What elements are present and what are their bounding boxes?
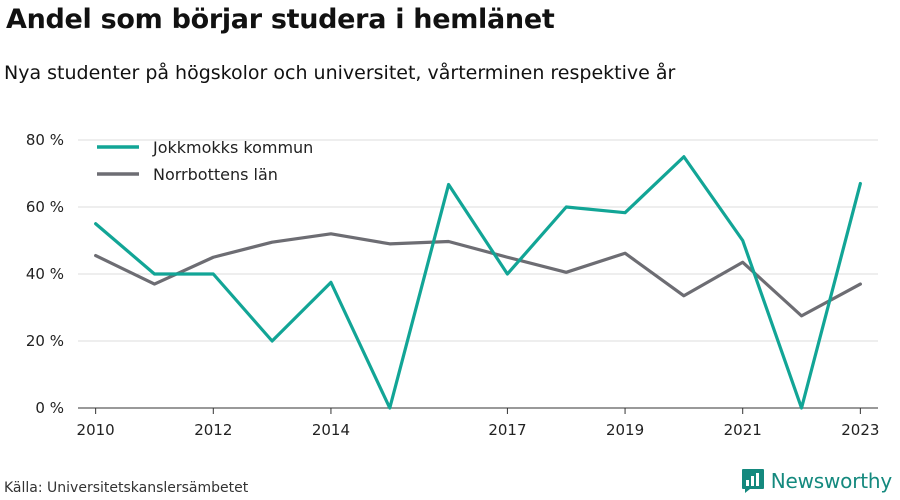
x-tick-label: 2023 (841, 421, 879, 439)
x-tick-label: 2014 (312, 421, 350, 439)
source-note: Källa: Universitetskanslersämbetet (4, 480, 249, 496)
x-tick-label: 2012 (194, 421, 232, 439)
y-tick-label: 20 % (26, 332, 64, 350)
brand-logo: Newsworthy (741, 468, 892, 494)
x-tick-label: 2010 (77, 421, 115, 439)
chart-title: Andel som börjar studera i hemlänet (6, 4, 555, 35)
y-tick-label: 40 % (26, 265, 64, 283)
x-axis: 2010 2012 2014 2017 2019 2021 2023 (77, 407, 879, 439)
brand-name: Newsworthy (770, 469, 892, 493)
y-tick-label: 60 % (26, 198, 64, 216)
legend-label: Norrbottens län (153, 165, 278, 184)
chart-subtitle: Nya studenter på högskolor och universit… (4, 62, 676, 84)
y-tick-label: 80 % (26, 131, 64, 149)
series-line-0 (94, 155, 862, 410)
grid-lines: 0 % 20 % 40 % 60 % 80 % (26, 131, 878, 417)
bar-chart-logo-icon (741, 469, 764, 493)
legend-label: Jokkmokks kommun (152, 138, 313, 157)
y-tick-label: 0 % (35, 399, 64, 417)
series-line-1 (94, 232, 862, 318)
legend: Jokkmokks kommun Norrbottens län (97, 138, 313, 184)
x-tick-label: 2019 (606, 421, 644, 439)
series-lines (94, 155, 862, 410)
x-tick-label: 2017 (488, 421, 526, 439)
x-tick-label: 2021 (724, 421, 762, 439)
